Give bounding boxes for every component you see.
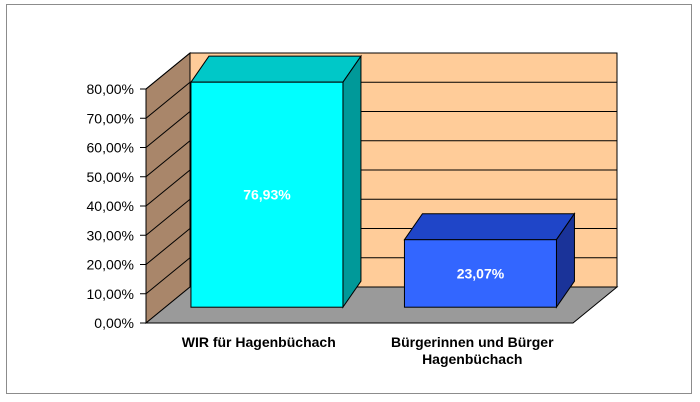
y-tick-label: 60,00% [87,140,134,156]
y-tick-label: 70,00% [87,110,134,126]
x-axis-labels: WIR für Hagenbüchach Bürgerinnen und Bürg… [182,334,554,367]
bars: 76,93% 23,07% [189,54,576,309]
gridline-side [145,81,191,119]
data-label: 23,07% [457,265,505,281]
bar [190,81,344,308]
y-tick-label: 0,00% [94,315,134,331]
gridline-side [145,169,191,207]
y-tick-label: 80,00% [87,81,134,97]
y-tick-label: 20,00% [87,257,134,273]
bar-top [189,55,362,83]
gridline-side [145,140,191,178]
y-axis-ticks: 0,00% 10,00% 20,00% 30,00% 40,00% 50,00% 60,00… [87,81,146,331]
bar [403,239,557,308]
y-tick-label: 50,00% [87,169,134,185]
x-category-label: WIR für Hagenbüchach [182,334,336,350]
y-tick-label: 10,00% [87,286,134,302]
bar-side [342,54,362,309]
y-tick-label: 30,00% [87,227,134,243]
gridline-side [145,52,191,90]
gridline-side [145,228,191,265]
bar-top [403,213,576,241]
gridline-side [145,257,191,295]
gridline-side [145,198,191,236]
x-category-label: Bürgerinnen und Bürger [391,334,554,350]
x-category-label: Hagenbüchach [422,351,522,367]
y-tick-label: 40,00% [87,198,134,214]
data-label: 76,93% [243,187,291,203]
gridline-side [145,111,191,148]
